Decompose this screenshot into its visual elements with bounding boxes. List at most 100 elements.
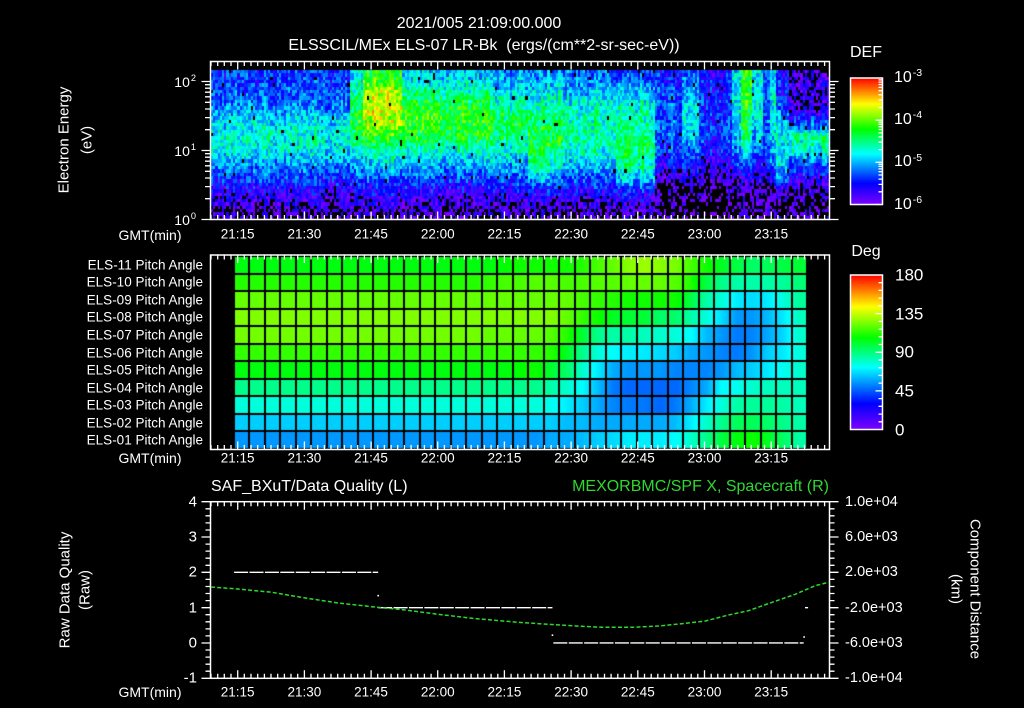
label-exponent: -5 <box>912 151 923 164</box>
deg-colorbar-tick-label: 90 <box>895 342 914 362</box>
deg-colorbar-label: Deg <box>851 243 881 260</box>
time-tick-label-panel1: 22:00 <box>420 226 455 242</box>
time-tick-label-panel3: 22:45 <box>620 683 655 699</box>
distance-tick-label: -6.0e+03 <box>845 634 903 651</box>
time-tick-label-panel2: 23:00 <box>687 450 722 466</box>
right-series-title: MEXORBMC/SPF X, Spacecraft (R) <box>572 478 829 495</box>
time-tick-label-panel1: 22:30 <box>554 226 589 242</box>
distance-axis-unit: (km) <box>947 574 965 604</box>
label-exponent: -4 <box>912 109 923 122</box>
spacecraft-x-curve <box>210 581 829 629</box>
energy-tick-label: 102 <box>174 73 196 90</box>
distance-tick-label: -2.0e+03 <box>845 599 903 616</box>
time-tick-label-panel1: 21:15 <box>220 226 255 242</box>
time-axis-label-panel1: GMT(min) <box>118 227 182 243</box>
pitch-row-label: ELS-09 Pitch Angle <box>86 292 203 308</box>
pitch-row-label: ELS-10 Pitch Angle <box>86 274 203 290</box>
time-tick-label-panel1: 22:45 <box>620 226 655 242</box>
time-tick-label-panel3: 22:00 <box>420 683 455 699</box>
deg-colorbar-tick-label: 135 <box>895 304 924 324</box>
distance-right-axis-ticks <box>829 501 839 679</box>
time-axis-label-panel2: GMT(min) <box>118 450 182 466</box>
time-tick-label-panel3: 22:15 <box>487 683 522 699</box>
label-exponent: 0 <box>190 211 196 222</box>
quality-tick-label: 4 <box>188 493 197 511</box>
pitch-row-label: ELS-08 Pitch Angle <box>86 309 203 325</box>
energy-axis-unit: (eV) <box>78 125 96 155</box>
pitch-row-label: ELS-06 Pitch Angle <box>86 344 203 360</box>
pitch-row-label: ELS-01 Pitch Angle <box>86 432 203 448</box>
def-colorbar-tick-label: 10-6 <box>894 193 923 213</box>
def-colorbar-tick-label: 10-5 <box>894 151 923 170</box>
time-tick-label-panel1: 21:45 <box>354 226 388 242</box>
label-base: 10 <box>174 211 190 228</box>
data-quality-axis-label: Raw Data Quality <box>56 531 74 649</box>
time-tick-label-panel3: 21:15 <box>220 683 255 699</box>
time-tick-label-panel1: 23:15 <box>754 226 789 242</box>
time-tick-label-panel2: 22:00 <box>420 450 455 466</box>
quality-tick-label: 3 <box>188 528 197 546</box>
distance-tick-label: -1.0e+04 <box>845 670 903 687</box>
def-colorbar-label: DEF <box>850 44 882 61</box>
time-tick-label-panel3: 22:30 <box>554 683 589 699</box>
label-exponent: 1 <box>190 142 196 153</box>
time-tick-label-panel2: 23:15 <box>754 450 789 466</box>
time-tick-label-panel2: 21:30 <box>287 450 322 466</box>
time-tick-label-panel1: 21:30 <box>287 226 322 242</box>
time-tick-label-panel2: 22:30 <box>554 450 589 466</box>
deg-colorbar-tick-label: 0 <box>895 420 905 439</box>
pitch-row-label: ELS-03 Pitch Angle <box>86 397 203 413</box>
time-tick-label-panel3: 23:00 <box>687 683 722 699</box>
distance-tick-label: 1.0e+04 <box>845 493 898 510</box>
distance-tick-label: 2.0e+03 <box>845 564 898 581</box>
energy-axis-ticks <box>201 80 839 221</box>
data-quality-axis-unit: (Raw) <box>76 570 94 610</box>
label-base: 10 <box>894 111 912 129</box>
label-base: 10 <box>894 69 912 86</box>
plot-title: ELSSCIL/MEx ELS-07 LR-Bk (ergs/(cm**2-sr… <box>288 37 680 54</box>
time-tick-label-panel2: 21:45 <box>354 450 388 466</box>
quality-panel-frame <box>209 500 831 680</box>
distance-tick-label: 6.0e+03 <box>845 528 898 545</box>
time-tick-label-panel1: 23:00 <box>687 226 722 242</box>
def-colorbar-ticks <box>875 79 883 206</box>
pitch-panel-time-ticks <box>210 255 826 450</box>
time-tick-label-panel2: 22:15 <box>487 450 522 466</box>
time-tick-label-panel1: 22:15 <box>487 226 522 242</box>
deg-colorbar-ticks <box>875 282 883 423</box>
energy-tick-label: 100 <box>174 211 196 228</box>
quality-panel-time-ticks <box>210 501 826 679</box>
time-tick-label-panel2: 22:45 <box>620 450 655 466</box>
plot-timestamp: 2021/005 21:09:00.000 <box>396 15 562 32</box>
def-colorbar <box>849 77 884 206</box>
pitch-row-label: ELS-11 Pitch Angle <box>87 257 203 273</box>
pitch-row-label: ELS-02 Pitch Angle <box>86 414 203 430</box>
label-exponent: -3 <box>912 67 923 80</box>
time-tick-label-panel3: 21:45 <box>354 683 388 699</box>
label-exponent: -6 <box>912 193 923 206</box>
left-series-title: SAF_BXuT/Data Quality (L) <box>211 478 408 495</box>
label-exponent: 2 <box>190 73 196 84</box>
data-quality-point <box>377 594 379 597</box>
label-base: 10 <box>174 73 190 90</box>
quality-left-axis-ticks <box>201 501 211 679</box>
time-tick-label-panel3: 21:30 <box>287 683 322 699</box>
quality-tick-label: 2 <box>188 563 197 581</box>
data-quality-point <box>551 634 554 637</box>
def-colorbar-tick-label: 10-4 <box>894 109 923 129</box>
pitch-row-label: ELS-04 Pitch Angle <box>86 379 203 395</box>
quality-tick-label: 0 <box>188 634 197 652</box>
pitch-row-label: ELS-05 Pitch Angle <box>86 362 203 378</box>
pitch-panel-frame <box>209 254 831 451</box>
time-axis-label-panel3: GMT(min) <box>118 684 182 700</box>
deg-colorbar-tick-label: 45 <box>895 381 914 401</box>
def-colorbar-tick-label: 10-3 <box>894 67 923 86</box>
energy-tick-label: 101 <box>174 142 196 158</box>
quality-tick-label: -1 <box>183 669 197 687</box>
quality-tick-label: 1 <box>188 599 197 617</box>
label-base: 10 <box>894 195 912 213</box>
time-tick-label-panel2: 21:15 <box>220 450 255 466</box>
